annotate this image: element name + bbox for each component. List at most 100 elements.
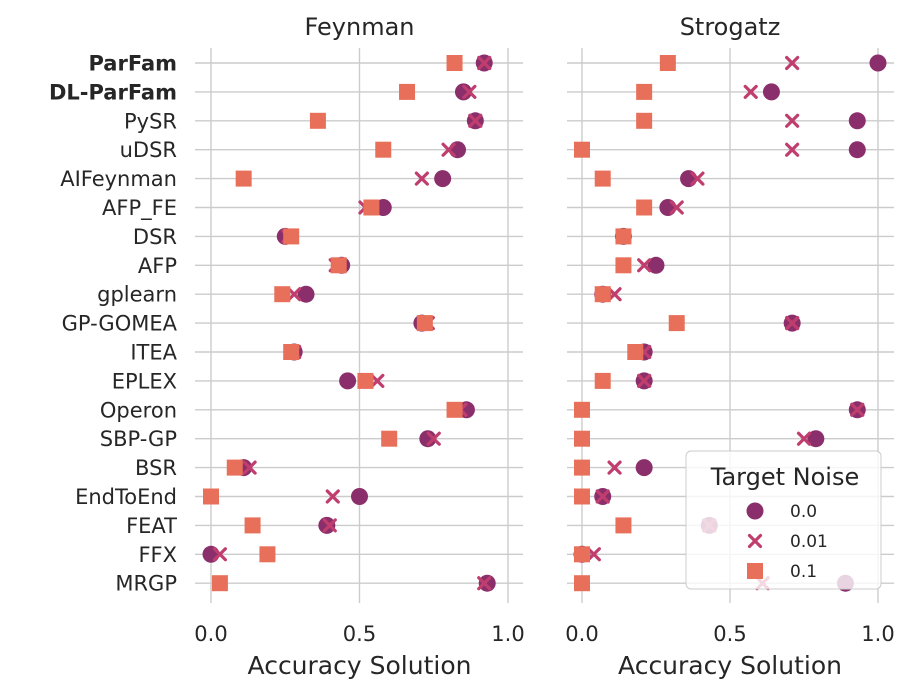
point-feynman-feat-noise-0-1	[244, 517, 261, 534]
algorithm-label-parfam: ParFam	[88, 52, 177, 76]
point-feynman-ffx-noise-0-1	[259, 546, 276, 563]
legend-title: Target Noise	[710, 463, 859, 491]
point-feynman-sbp-gp-noise-0-01-stroke-2	[426, 431, 441, 446]
point-feynman-afp-noise-0-1	[330, 257, 347, 274]
point-strogatz-afp-fe-noise-0-0	[659, 199, 677, 216]
point-strogatz-ffx-noise-0-01	[586, 547, 601, 562]
point-strogatz-bsr-noise-0-1	[574, 459, 590, 476]
x-tick-label-strogatz-2: 1.0	[861, 622, 894, 646]
point-feynman-dl-parfam-noise-0-1	[399, 83, 416, 100]
point-strogatz-udsr-noise-0-01	[785, 142, 800, 157]
point-feynman-aifeynman-noise-0-01	[414, 171, 429, 186]
point-strogatz-endtoend-noise-0-1	[574, 488, 590, 505]
algorithm-label-aifeynman: AIFeynman	[60, 167, 177, 191]
point-strogatz-gplearn-noise-0-01-stroke-2	[607, 287, 622, 302]
point-strogatz-parfam-noise-0-0	[869, 54, 887, 72]
point-feynman-endtoend-noise-0-01-stroke-2	[325, 489, 340, 504]
x-axis-label-feynman: Accuracy Solution	[248, 651, 472, 680]
algorithm-labels: ParFam DL-ParFam PySR uDSR AIFeynman AFP_FE DS…	[49, 52, 178, 596]
point-feynman-eplex-noise-0-0	[339, 372, 357, 390]
point-feynman-dl-parfam-noise-0-01	[462, 84, 477, 100]
point-feynman-gplearn-noise-0-1	[274, 286, 291, 303]
point-feynman-mrgp-noise-0-1	[211, 575, 228, 592]
legend-entries: 0.0 0.01 0.1	[746, 502, 828, 582]
legend-label-0-01: 0.01	[790, 532, 828, 552]
point-strogatz-udsr-noise-0-0	[848, 141, 866, 159]
point-feynman-udsr-noise-0-01	[441, 142, 456, 157]
legend-box	[685, 450, 882, 590]
point-feynman-gplearn-noise-0-0	[297, 285, 315, 303]
point-strogatz-afp-noise-0-0	[647, 256, 665, 274]
algorithm-label-dsr: DSR	[133, 225, 177, 249]
legend-label-0-0: 0.0	[790, 502, 817, 522]
point-feynman-udsr-noise-0-1	[375, 141, 392, 158]
point-feynman-aifeynman-noise-0-01-stroke-2	[414, 171, 429, 186]
point-feynman-feat-noise-0-0	[318, 516, 336, 534]
point-feynman-ffx-noise-0-01	[212, 547, 228, 562]
point-strogatz-parfam-noise-0-01	[785, 55, 800, 71]
point-strogatz-dsr-noise-0-1	[615, 228, 632, 245]
legend-marker-0-0	[746, 502, 764, 520]
point-strogatz-sbp-gp-noise-0-0	[807, 430, 825, 448]
algorithm-label-bsr: BSR	[135, 456, 177, 480]
legend-label-0-1: 0.1	[790, 562, 817, 582]
point-feynman-pysr-noise-0-1	[309, 112, 326, 129]
point-feynman-dl-parfam-noise-0-0	[454, 83, 472, 101]
point-feynman-pysr-noise-0-01	[468, 113, 483, 128]
point-feynman-operon-noise-0-1	[446, 401, 463, 418]
legend-marker-0-1	[747, 563, 763, 579]
algorithm-label-sbp-gp: SBP-GP	[100, 427, 177, 451]
point-strogatz-gplearn-noise-0-01	[607, 287, 622, 302]
point-strogatz-endtoend-noise-0-01-stroke-2	[595, 489, 610, 504]
point-strogatz-ffx-noise-0-01-stroke-2	[586, 547, 601, 562]
point-feynman-endtoend-noise-0-01	[325, 489, 340, 504]
point-feynman-ffx-noise-0-0	[202, 545, 220, 563]
point-feynman-endtoend-noise-0-0	[351, 488, 368, 505]
point-feynman-bsr-noise-0-01	[242, 460, 257, 475]
point-strogatz-aifeynman-noise-0-01	[690, 171, 705, 186]
x-tick-label-feynman-0: 0.0	[194, 622, 227, 646]
point-strogatz-gplearn-noise-0-1	[594, 286, 611, 303]
point-strogatz-eplex-noise-0-01	[637, 373, 652, 388]
x-tick-label-strogatz-1: 0.5	[713, 622, 746, 646]
algorithm-label-itea: ITEA	[130, 341, 177, 365]
point-feynman-gp-gomea-noise-0-1	[416, 315, 433, 332]
point-feynman-udsr-noise-0-0	[449, 141, 467, 159]
point-feynman-gplearn-noise-0-01	[287, 287, 302, 302]
point-strogatz-bsr-noise-0-0	[635, 459, 653, 477]
point-strogatz-pysr-noise-0-01	[785, 113, 800, 128]
point-strogatz-pysr-noise-0-1	[636, 112, 653, 129]
legend: Target Noise 0.0 0.01 0.1	[685, 450, 882, 590]
point-feynman-afp-fe-noise-0-1	[363, 199, 380, 216]
algorithm-label-mrgp: MRGP	[115, 572, 177, 596]
point-feynman-aifeynman-noise-0-0	[434, 170, 452, 188]
algorithm-label-pysr: PySR	[124, 109, 177, 133]
point-strogatz-aifeynman-noise-0-1	[594, 170, 611, 187]
point-strogatz-dl-parfam-noise-0-1	[636, 83, 653, 100]
point-feynman-bsr-noise-0-1	[226, 459, 243, 476]
x-axis-labels: Accuracy Solution Accuracy Solution	[248, 651, 842, 680]
point-strogatz-udsr-noise-0-1	[574, 141, 590, 158]
point-strogatz-sbp-gp-noise-0-01	[796, 431, 812, 446]
x-tick-label-feynman-2: 1.0	[491, 622, 524, 646]
x-tick-label-strogatz-0: 0.0	[565, 622, 598, 646]
point-feynman-itea-noise-0-1	[283, 344, 300, 360]
point-feynman-dsr-noise-0-1	[283, 228, 300, 245]
algorithm-label-gplearn: gplearn	[97, 283, 177, 307]
point-feynman-bsr-noise-0-01-stroke-2	[242, 460, 257, 475]
algorithm-label-endtoend: EndToEnd	[75, 485, 177, 509]
legend-marker-0-01	[747, 533, 763, 549]
point-strogatz-parfam-noise-0-1	[659, 55, 676, 71]
point-strogatz-afp-noise-0-01	[637, 258, 652, 273]
point-strogatz-dl-parfam-noise-0-0	[762, 83, 780, 101]
point-strogatz-aifeynman-noise-0-01-stroke-2	[690, 171, 705, 186]
algorithm-label-operon: Operon	[100, 398, 177, 422]
point-feynman-udsr-noise-0-01-stroke-2	[441, 142, 456, 157]
x-axis-label-strogatz: Accuracy Solution	[618, 651, 842, 680]
point-strogatz-afp-fe-noise-0-01-stroke-2	[669, 200, 684, 215]
point-strogatz-afp-noise-0-1	[615, 257, 632, 274]
point-feynman-gplearn-noise-0-01-stroke-2	[287, 287, 302, 302]
point-feynman-sbp-gp-noise-0-01	[426, 431, 441, 446]
point-strogatz-gp-gomea-noise-0-01-stroke-2	[785, 316, 800, 331]
